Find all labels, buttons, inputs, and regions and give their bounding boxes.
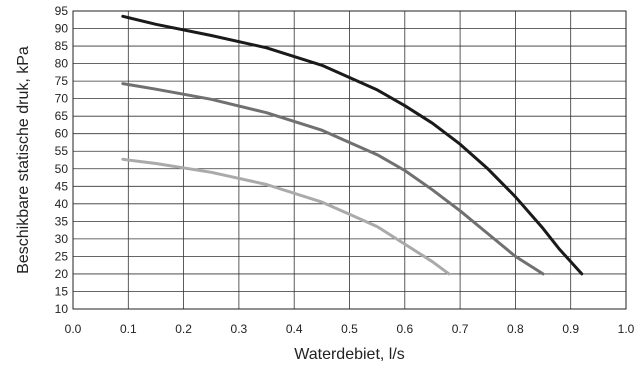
y-tick-labels: 10 15 20 25 30 35 40 45 50 55 60 65 70 75 80 85 90 95 xyxy=(55,4,69,316)
y-tick-label: 70 xyxy=(55,92,69,106)
y-tick-label: 55 xyxy=(55,144,69,158)
y-tick-label: 90 xyxy=(55,22,69,36)
x-tick-label: 0.4 xyxy=(286,322,303,336)
series-lines xyxy=(121,14,584,276)
x-tick-label: 0.9 xyxy=(562,322,579,336)
x-tick-label: 0.7 xyxy=(452,322,469,336)
x-tick-label: 0.3 xyxy=(231,322,248,336)
y-tick-label: 80 xyxy=(55,57,69,71)
x-tick-labels: 0.0 0.1 0.2 0.3 0.4 0.5 0.6 0.7 0.8 0.9 1.0 xyxy=(65,322,635,336)
y-tick-label: 85 xyxy=(55,39,69,53)
y-tick-label: 65 xyxy=(55,109,69,123)
x-tick-label: 1.0 xyxy=(618,322,635,336)
x-axis-title: Waterdebiet, l/s xyxy=(294,346,405,363)
y-tick-label: 15 xyxy=(55,284,69,298)
y-tick-label: 75 xyxy=(55,74,69,88)
y-tick-label: 25 xyxy=(55,249,69,263)
plot-frame xyxy=(72,10,627,310)
x-tick-label: 0.0 xyxy=(65,322,82,336)
series-line-2 xyxy=(121,82,545,276)
series-line-3 xyxy=(121,157,451,276)
x-tick-label: 0.1 xyxy=(120,322,137,336)
y-tick-label: 35 xyxy=(55,214,69,228)
x-tick-label: 0.6 xyxy=(396,322,413,336)
x-tick-label: 0.2 xyxy=(175,322,192,336)
y-tick-label: 40 xyxy=(55,197,69,211)
y-tick-label: 95 xyxy=(55,4,69,18)
y-tick-label: 45 xyxy=(55,179,69,193)
x-tick-label: 0.5 xyxy=(341,322,358,336)
series-line-1 xyxy=(121,14,584,276)
y-tick-label: 60 xyxy=(55,127,69,141)
y-tick-label: 20 xyxy=(55,267,69,281)
y-tick-label: 50 xyxy=(55,162,69,176)
y-axis-title: Beschikbare statische druk, kPa xyxy=(15,46,32,274)
y-tick-label: 30 xyxy=(55,232,69,246)
y-tick-label: 10 xyxy=(55,302,69,316)
x-tick-label: 0.8 xyxy=(507,322,524,336)
